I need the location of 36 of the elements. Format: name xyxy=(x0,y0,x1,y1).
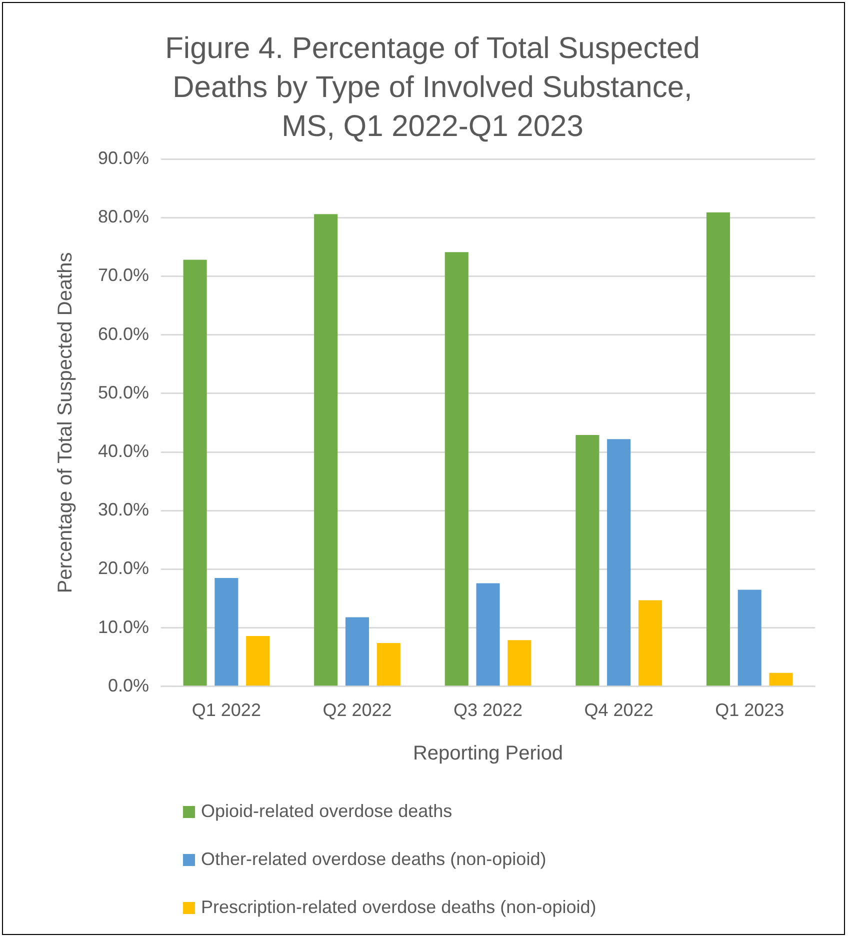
x-tick-label: Q2 2022 xyxy=(322,700,392,720)
y-tick-label: 10.0% xyxy=(98,616,150,637)
y-tick-label: 70.0% xyxy=(98,265,150,286)
bar xyxy=(183,260,207,686)
x-tick-label: Q1 2022 xyxy=(192,700,261,720)
y-tick-label: 90.0% xyxy=(98,148,150,168)
x-tick-label: Q4 2022 xyxy=(584,700,654,720)
bar xyxy=(376,643,400,686)
bar xyxy=(738,590,762,686)
bar xyxy=(345,617,369,686)
bar xyxy=(314,214,338,686)
y-axis-title: Percentage of Total Suspected Deaths xyxy=(54,252,77,594)
bar xyxy=(706,212,730,686)
y-tick-label: 40.0% xyxy=(98,440,150,461)
x-tick-label: Q1 2023 xyxy=(715,700,784,720)
bar xyxy=(576,435,600,686)
y-tick-label: 30.0% xyxy=(98,500,150,520)
bar xyxy=(638,600,662,686)
y-tick-label: 0.0% xyxy=(108,675,150,696)
bar xyxy=(607,439,631,686)
legend-label: Opioid-related overdose deaths xyxy=(201,801,452,822)
y-tick-label: 80.0% xyxy=(98,206,150,227)
legend-label: Other-related overdose deaths (non-opioid) xyxy=(201,849,546,870)
y-tick-label: 20.0% xyxy=(98,558,150,578)
y-tick-label: 50.0% xyxy=(98,382,150,402)
bar xyxy=(769,672,793,686)
bar xyxy=(476,583,500,686)
bar xyxy=(444,252,468,686)
legend-label: Prescription-related overdose deaths (non-opioid) xyxy=(201,897,596,918)
bar xyxy=(246,636,270,686)
y-tick-label: 60.0% xyxy=(98,324,150,344)
x-axis-title: Reporting Period xyxy=(412,742,564,765)
chart-title: Figure 4. Percentage of Total Suspected Deaths by Type of Involved Substance, MS, Q1 2022-Q1 2023 xyxy=(165,32,700,143)
bar xyxy=(508,640,532,686)
bar xyxy=(214,578,238,686)
x-tick-label: Q3 2022 xyxy=(453,700,523,720)
